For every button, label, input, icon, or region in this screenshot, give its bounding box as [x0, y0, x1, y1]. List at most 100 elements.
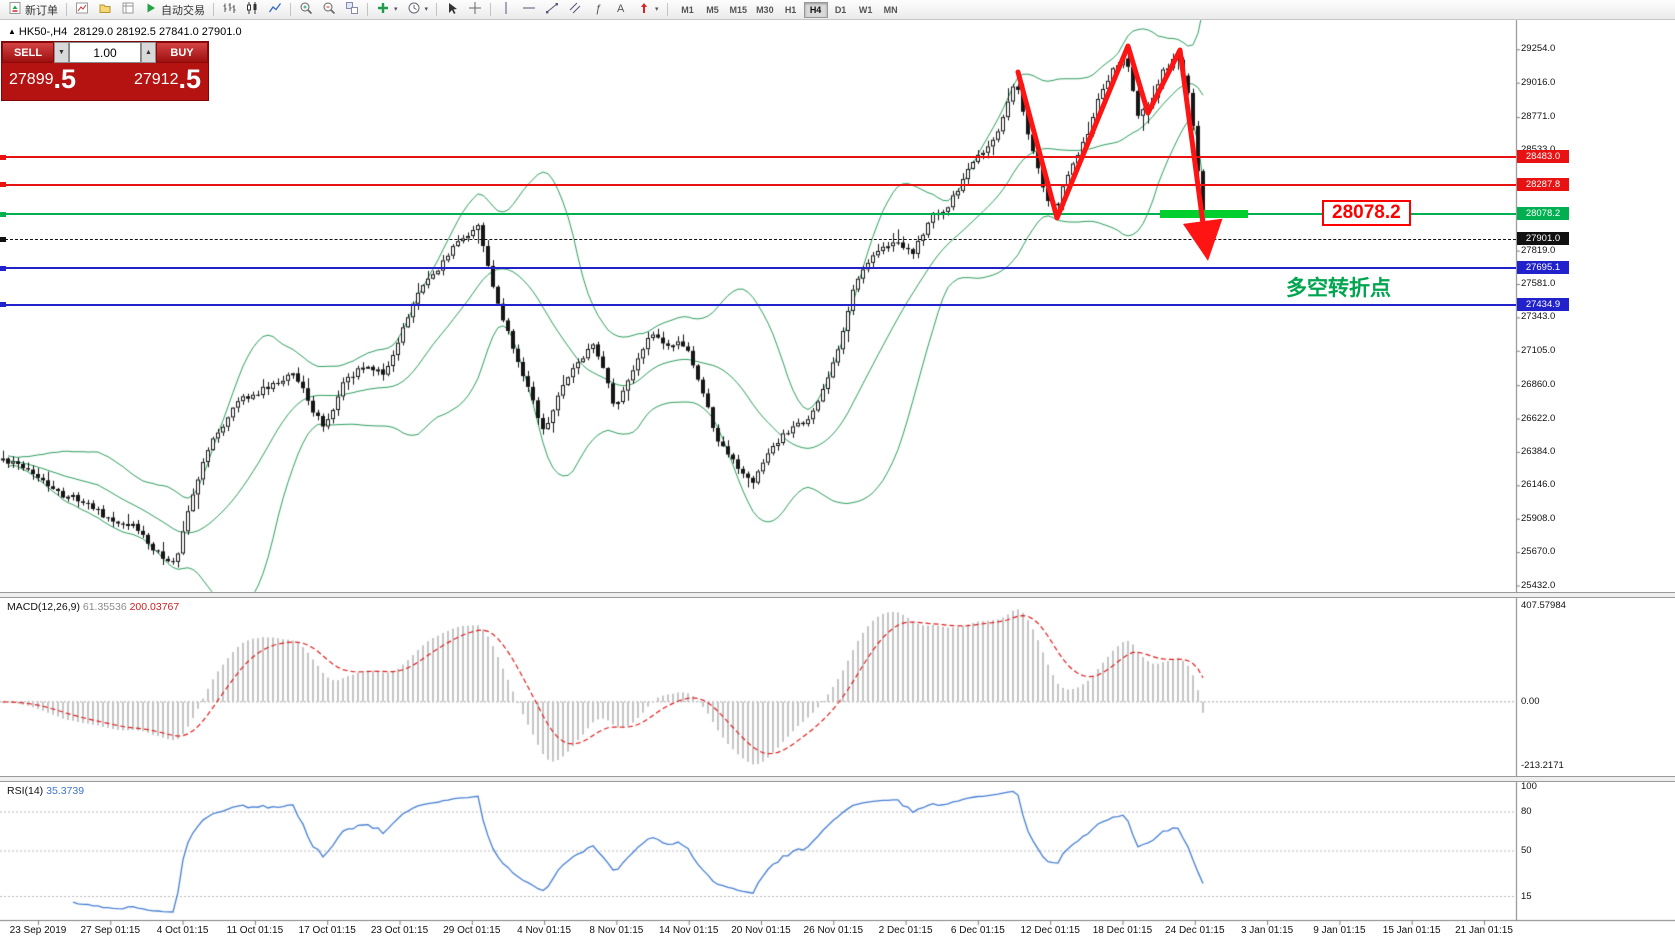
support-highlight-bar[interactable]: [1160, 210, 1248, 219]
time-axis-label: 9 Jan 01:15: [1313, 925, 1366, 936]
volume-decrease-button[interactable]: ▼: [54, 42, 69, 63]
time-axis-label: 11 Oct 01:15: [226, 925, 284, 936]
dropdown-caret-icon: ▾: [424, 5, 429, 13]
horizontal-line-icon: [522, 1, 536, 18]
timeframe-button-mn[interactable]: MN: [883, 4, 898, 15]
crosshair-button[interactable]: [464, 1, 486, 19]
main-toolbar: 新订单 自动交易 ▾ ▾ ƒ A ▾ M1 M5 M15 M30 H1 H4 D1 W1 M: [0, 0, 1675, 20]
rsi-axis-label: 50: [1521, 845, 1532, 856]
buy-button[interactable]: BUY: [156, 42, 208, 63]
macd-panel-separator[interactable]: [0, 592, 1675, 598]
price-axis-label: 27581.0: [1521, 278, 1556, 289]
horizontal-line-27695.1[interactable]: [0, 267, 1516, 269]
tile-windows-icon: [345, 1, 359, 18]
cursor-button[interactable]: [441, 1, 463, 19]
volume-increase-button[interactable]: ▲: [141, 42, 156, 63]
candlestick-chart-button[interactable]: [241, 1, 263, 19]
line-left-marker: [0, 236, 6, 242]
horizontal-line-27434.9[interactable]: [0, 303, 1516, 306]
periods-button[interactable]: ▾: [403, 1, 433, 19]
ohlc-values: 28129.0 28192.5 27841.0 27901.0: [73, 26, 242, 38]
price-tag-28078.2: 28078.2: [1517, 207, 1569, 221]
buy-price-frac: .5: [178, 64, 201, 94]
line-left-marker: [0, 154, 6, 160]
time-axis-label: 12 Dec 01:15: [1020, 925, 1080, 936]
price-axis-label: 26860.0: [1521, 379, 1556, 391]
fibonacci-button[interactable]: ƒ: [587, 1, 609, 19]
sell-button[interactable]: SELL: [2, 42, 54, 63]
autotrading-button[interactable]: 自动交易: [140, 1, 209, 19]
timeframe-button-m30[interactable]: M30: [756, 4, 774, 15]
price-axis-label: 27819.0: [1521, 244, 1556, 256]
time-axis-label: 2 Dec 01:15: [878, 925, 933, 936]
tile-windows-button[interactable]: [341, 1, 363, 19]
trendline-button[interactable]: [541, 1, 563, 19]
turning-point-label[interactable]: 多空转折点: [1286, 277, 1391, 300]
channel-button[interactable]: [564, 1, 586, 19]
fibonacci-icon: ƒ: [591, 1, 605, 18]
new-chart-button[interactable]: [71, 1, 93, 19]
time-axis-label: 18 Dec 01:15: [1092, 925, 1153, 936]
timeframe-button-m15[interactable]: M15: [729, 4, 748, 15]
time-axis-label: 29 Oct 01:15: [443, 925, 501, 936]
sell-price-display[interactable]: 27899.5: [9, 64, 76, 94]
toolbar-separator: [66, 3, 67, 16]
timeframe-button-m1[interactable]: M1: [681, 4, 694, 15]
macd-axis-label: -213.2171: [1521, 760, 1564, 771]
price-tag-27901.0: 27901.0: [1517, 232, 1569, 246]
line-left-marker: [0, 265, 6, 271]
timeframe-button-h4[interactable]: H4: [803, 1, 828, 18]
time-axis-label: 3 Jan 01:15: [1240, 925, 1294, 936]
horizontal-line-28483.0[interactable]: [0, 156, 1516, 159]
rsi-indicator-label: RSI(14) 35.3739: [7, 785, 85, 797]
time-axis-label: 23 Oct 01:15: [370, 925, 429, 936]
vertical-line-button[interactable]: [495, 1, 517, 19]
profiles-button[interactable]: [94, 1, 116, 19]
arrows-button[interactable]: ▾: [633, 1, 663, 19]
price-axis-label: 29016.0: [1521, 76, 1556, 88]
candlestick-chart-icon: [245, 1, 259, 18]
timeframe-toolbar: M1 M5 M15 M30 H1 H4 D1 W1 MN: [676, 1, 903, 18]
zoom-in-icon: [299, 1, 313, 18]
price-axis-label: 26146.0: [1521, 479, 1556, 491]
crosshair-icon: [468, 1, 482, 18]
price-axis-label: 27105.0: [1521, 344, 1556, 356]
dropdown-caret-icon: ▾: [394, 5, 398, 13]
vertical-line-icon: [499, 1, 513, 18]
price-callout-label[interactable]: 28078.2: [1322, 200, 1411, 227]
svg-text:A: A: [617, 3, 625, 15]
toolbar-separator: [490, 3, 492, 16]
toolbar-separator: [213, 3, 214, 16]
price-tag-28483.0: 28483.0: [1517, 150, 1569, 164]
horizontal-line-28287.8[interactable]: [0, 183, 1516, 186]
line-chart-button[interactable]: [264, 1, 286, 19]
buy-price-display[interactable]: 27912.5: [134, 64, 201, 94]
market-watch-button[interactable]: [117, 1, 139, 19]
time-axis-label: 20 Nov 01:15: [731, 925, 791, 936]
zoom-out-button[interactable]: [318, 1, 340, 19]
timeframe-button-h1[interactable]: H1: [784, 4, 797, 15]
price-axis-label: 25908.0: [1521, 512, 1556, 524]
volume-input[interactable]: [69, 42, 141, 63]
indicators-button[interactable]: ▾: [372, 1, 402, 19]
time-axis-label: 26 Nov 01:15: [803, 925, 864, 936]
new-order-button[interactable]: 新订单: [4, 1, 62, 19]
horizontal-line-28078.2[interactable]: [0, 213, 1516, 216]
price-axis-label: 27343.0: [1521, 311, 1556, 323]
time-axis-label: 23 Sep 2019: [9, 925, 67, 936]
text-button[interactable]: A: [610, 1, 632, 19]
rsi-panel-separator[interactable]: [0, 776, 1675, 782]
bar-chart-button[interactable]: [218, 1, 240, 19]
macd-axis-label: 407.57984: [1521, 600, 1566, 611]
timeframe-button-m5[interactable]: M5: [706, 4, 719, 15]
timeframe-button-d1[interactable]: D1: [834, 4, 847, 15]
horizontal-line-button[interactable]: [518, 1, 540, 19]
dropdown-caret-icon: ▾: [655, 5, 659, 13]
zoom-in-button[interactable]: [295, 1, 317, 19]
timeframe-button-w1[interactable]: W1: [858, 4, 873, 15]
new-chart-icon: [75, 1, 89, 18]
horizontal-line-27901.0[interactable]: [0, 238, 1516, 240]
time-axis-label: 24 Dec 01:15: [1165, 925, 1225, 936]
